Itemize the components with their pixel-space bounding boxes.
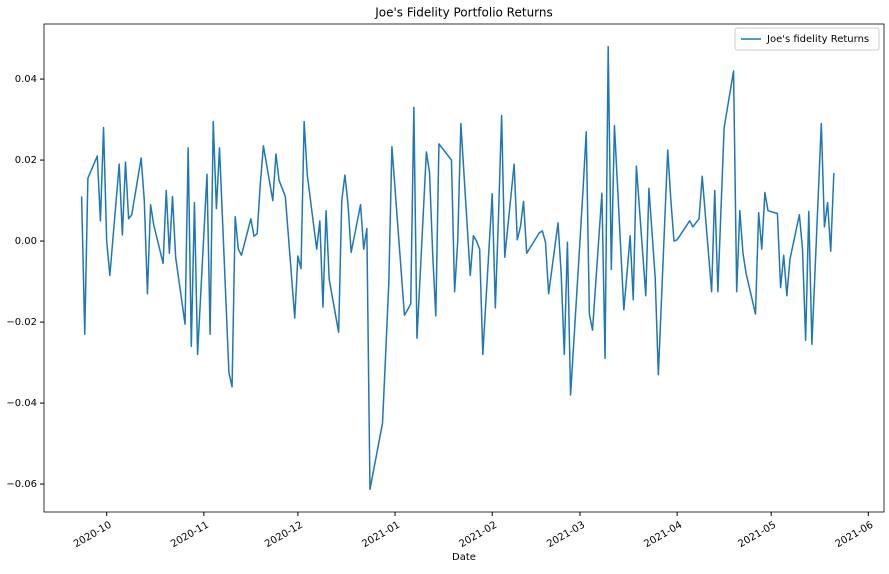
- legend-box: [734, 27, 880, 51]
- chart-title: Joe's Fidelity Portfolio Returns: [374, 6, 553, 20]
- x-axis-label: Date: [452, 552, 476, 563]
- y-tick-label: −0.02: [6, 317, 37, 328]
- y-tick-label: −0.06: [6, 479, 37, 490]
- legend: Joe's fidelity Returns: [734, 27, 880, 51]
- y-tick-label: 0.00: [15, 236, 37, 247]
- data-line: [80, 45, 835, 491]
- y-tick-label: 0.04: [15, 74, 37, 85]
- legend-label: Joe's fidelity Returns: [766, 34, 869, 45]
- plot-frame: [43, 23, 885, 513]
- y-tick-label: −0.04: [6, 398, 37, 409]
- y-tick-label: 0.02: [15, 155, 37, 166]
